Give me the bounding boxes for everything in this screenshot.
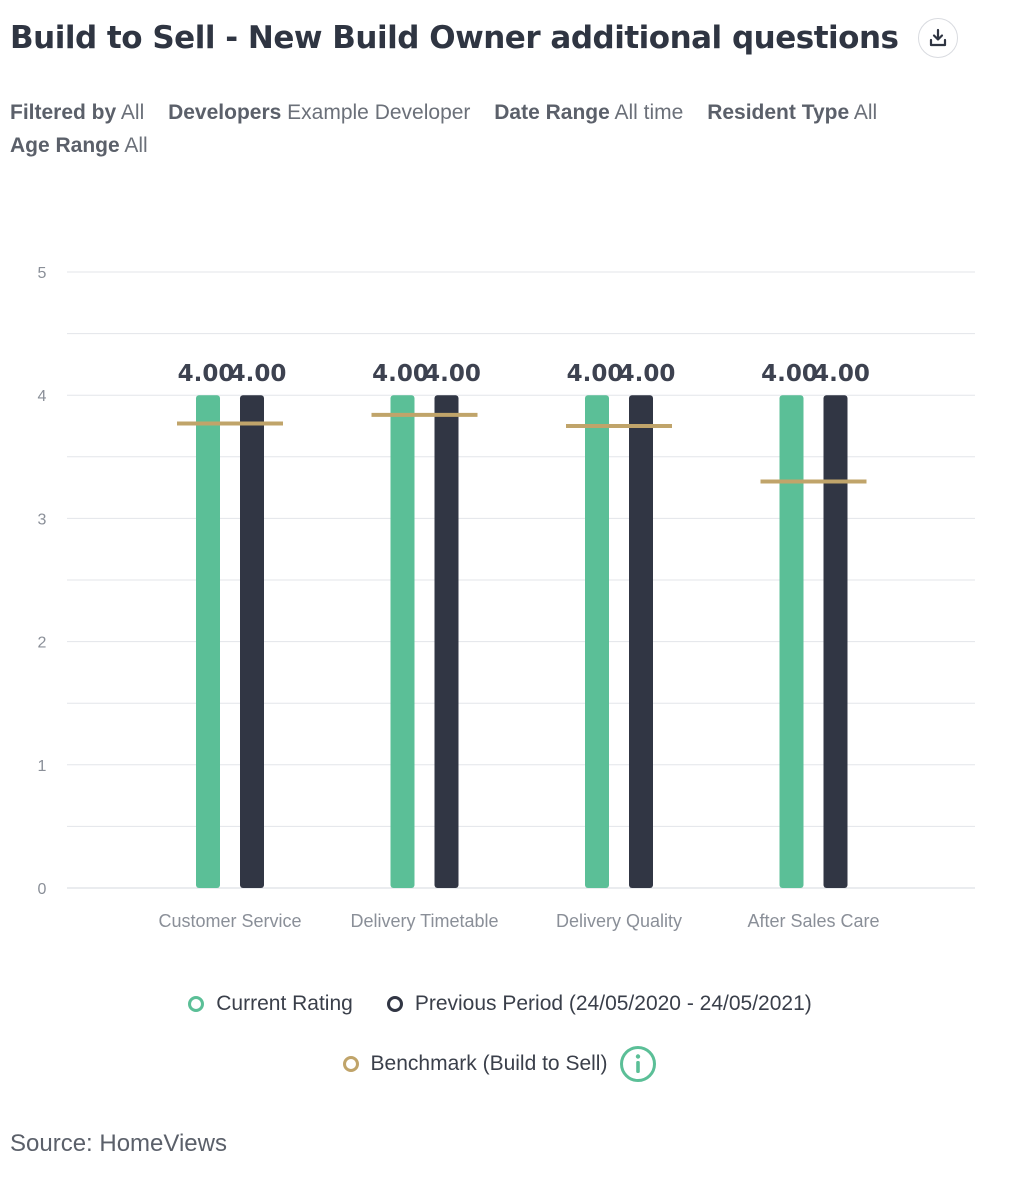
data-label-previous: 4.00 <box>424 361 481 387</box>
bar-current <box>779 395 804 888</box>
filter-date-range: Date Range All time <box>494 101 684 124</box>
source-note: Source: HomeViews <box>10 1130 227 1157</box>
y-tick-label: 3 <box>38 511 47 528</box>
filter-resident-type: Resident Type All <box>707 101 878 124</box>
title-row: Build to Sell - New Build Owner addition… <box>10 18 959 58</box>
data-label-current: 4.00 <box>178 361 235 387</box>
y-tick-label: 2 <box>38 635 47 652</box>
y-tick-label: 4 <box>38 388 47 405</box>
x-tick-label: Customer Service <box>158 911 301 931</box>
bar-current <box>585 395 609 888</box>
legend-item-previous[interactable]: Previous Period (24/05/2020 - 24/05/2021… <box>386 992 812 1016</box>
legend-marker-current <box>188 996 205 1012</box>
x-tick-label: Delivery Timetable <box>350 911 498 931</box>
data-label-previous: 4.00 <box>813 361 870 387</box>
bar-current <box>390 395 415 888</box>
legend-label-current: Current Rating <box>216 992 353 1015</box>
x-tick-label: After Sales Care <box>747 911 879 931</box>
data-label-layer: 4.004.00 4.004.00 4.004.00 4.004.00 <box>178 361 870 387</box>
legend-marker-previous <box>386 996 403 1012</box>
data-label-current: 4.00 <box>372 361 429 387</box>
download-icon <box>930 28 947 47</box>
data-label-previous: 4.00 <box>619 361 676 387</box>
data-label-current: 4.00 <box>761 361 818 387</box>
y-tick-label: 5 <box>38 265 47 282</box>
download-button[interactable] <box>918 18 959 58</box>
data-label-previous: 4.00 <box>230 361 287 387</box>
info-icon[interactable] <box>619 1045 657 1083</box>
bar-previous <box>240 395 264 888</box>
x-tick-label: Delivery Quality <box>556 911 682 931</box>
legend-marker-benchmark <box>342 1056 359 1072</box>
legend-item-current[interactable]: Current Rating <box>188 992 353 1016</box>
filter-summary: Filtered by All Developers Example Devel… <box>10 96 930 162</box>
bar-previous <box>823 395 848 888</box>
legend-item-benchmark[interactable]: Benchmark (Build to Sell) <box>342 1045 658 1083</box>
filter-developers: Developers Example Developer <box>168 101 471 124</box>
x-axis-ticks: Customer Service Delivery Timetable Delive… <box>158 911 879 931</box>
y-axis-ticks: 0 1 2 3 4 5 <box>38 265 47 898</box>
bar-previous <box>629 395 653 888</box>
filter-filtered-by: Filtered by All <box>10 101 145 124</box>
legend-label-previous: Previous Period (24/05/2020 - 24/05/2021… <box>414 992 812 1015</box>
page-title: Build to Sell - New Build Owner addition… <box>10 20 899 56</box>
y-tick-label: 1 <box>38 758 47 775</box>
legend-row-1: Current Rating Previous Period (24/05/20… <box>0 992 1000 1016</box>
legend-label-benchmark: Benchmark (Build to Sell) <box>370 1052 608 1075</box>
bar-previous <box>434 395 459 888</box>
y-tick-label: 0 <box>38 881 47 898</box>
data-label-current: 4.00 <box>567 361 624 387</box>
filter-age-range: Age Range All <box>10 134 148 157</box>
benchmark-layer <box>177 412 867 484</box>
bar-layer <box>196 395 848 888</box>
legend-row-2: Benchmark (Build to Sell) <box>0 1045 1000 1083</box>
bar-current <box>196 395 220 888</box>
